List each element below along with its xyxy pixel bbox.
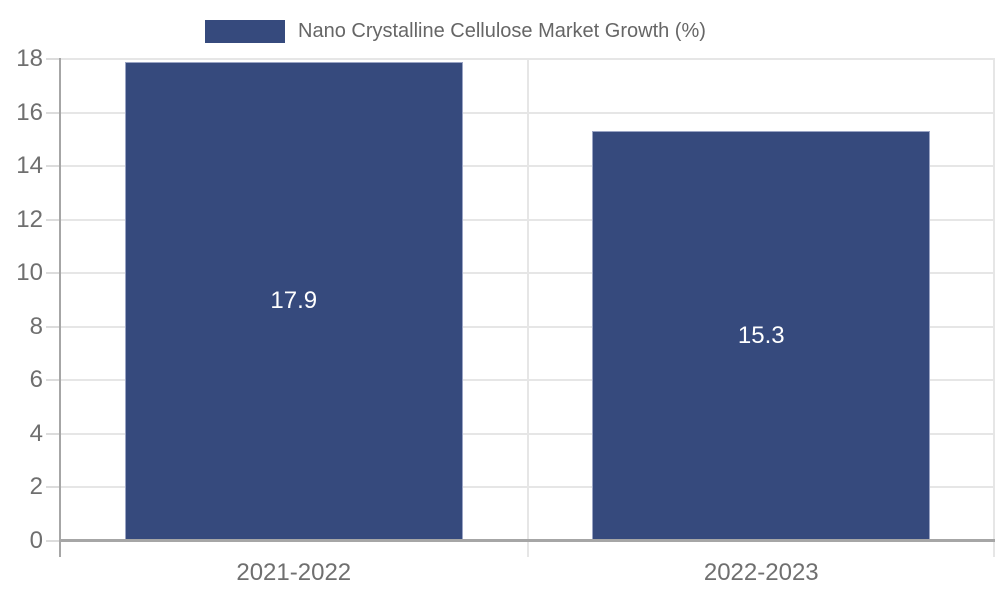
y-tick	[46, 165, 60, 168]
category-boundary-line	[526, 59, 529, 557]
y-tick	[46, 218, 60, 221]
y-tick-label: 12	[16, 205, 43, 233]
x-category-label: 2022-2023	[703, 559, 819, 586]
y-tick	[46, 325, 60, 328]
y-tick	[46, 432, 60, 435]
y-tick-label: 2	[29, 473, 43, 501]
y-tick-label: 10	[16, 259, 43, 287]
x-category-label: 2021-2022	[236, 559, 352, 586]
y-tick	[46, 486, 60, 489]
y-tick-label: 4	[29, 419, 43, 447]
y-axis-line	[59, 58, 61, 557]
legend-swatch	[205, 20, 285, 43]
bar: 15.3	[592, 131, 931, 541]
bar-value-label: 17.9	[270, 287, 318, 315]
y-tick	[46, 379, 60, 382]
y-tick-label: 0	[29, 527, 43, 554]
y-tick-label: 18	[16, 45, 43, 72]
y-tick	[46, 111, 60, 114]
legend: Nano Crystalline Cellulose Market Growth…	[205, 20, 706, 43]
y-tick-label: 6	[29, 366, 43, 394]
y-tick	[46, 540, 60, 542]
y-tick-label: 14	[16, 152, 43, 180]
bar-value-label: 15.3	[737, 322, 785, 350]
bar: 17.9	[124, 61, 463, 541]
x-axis-line	[60, 539, 995, 542]
plot-area: 0 2 4 6 8 10 12 14 16 18 17.9 2021-2022 15.3 2022-202…	[16, 45, 995, 586]
y-tick-label: 16	[16, 98, 43, 126]
y-tick-label: 8	[29, 312, 43, 340]
plot-right-border	[993, 59, 995, 557]
legend-label: Nano Crystalline Cellulose Market Growth…	[298, 20, 706, 42]
y-tick	[46, 58, 60, 60]
y-tick	[46, 272, 60, 275]
